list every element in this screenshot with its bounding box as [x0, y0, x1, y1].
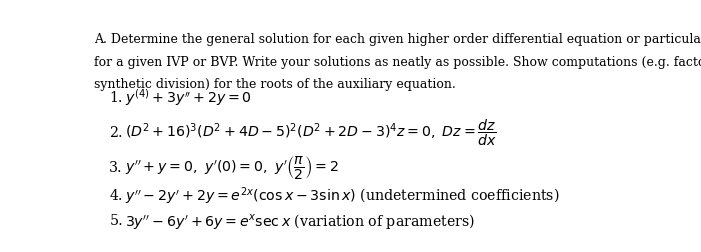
Text: 2.: 2.: [109, 125, 123, 139]
Text: $y''+y=0, \ y'(0)=0, \ y'\left(\dfrac{\pi}{2}\right)=2$: $y''+y=0, \ y'(0)=0, \ y'\left(\dfrac{\p…: [125, 153, 339, 180]
Text: 3.: 3.: [109, 160, 123, 174]
Text: $(D^2+16)^3(D^2+4D-5)^2(D^2+2D-3)^4z=0, \ Dz=\dfrac{dz}{dx}$: $(D^2+16)^3(D^2+4D-5)^2(D^2+2D-3)^4z=0, …: [125, 117, 496, 147]
Text: $3y''-6y'+6y=e^x\sec x$ (variation of parameters): $3y''-6y'+6y=e^x\sec x$ (variation of pa…: [125, 211, 475, 230]
Text: 4.: 4.: [109, 188, 123, 203]
Text: synthetic division) for the roots of the auxiliary equation.: synthetic division) for the roots of the…: [94, 78, 456, 91]
Text: 1.: 1.: [109, 90, 123, 104]
Text: $y^{(4)} + 3y'' + 2y = 0$: $y^{(4)} + 3y'' + 2y = 0$: [125, 87, 252, 108]
Text: $y''-2y'+2y=e^{2x}(\cos x - 3\sin x)$ (undetermined coefficients): $y''-2y'+2y=e^{2x}(\cos x - 3\sin x)$ (u…: [125, 185, 559, 206]
Text: A. Determine the general solution for each given higher order differential equat: A. Determine the general solution for ea…: [94, 33, 701, 46]
Text: for a given IVP or BVP. Write your solutions as neatly as possible. Show computa: for a given IVP or BVP. Write your solut…: [94, 55, 701, 68]
Text: 5.: 5.: [109, 213, 123, 227]
